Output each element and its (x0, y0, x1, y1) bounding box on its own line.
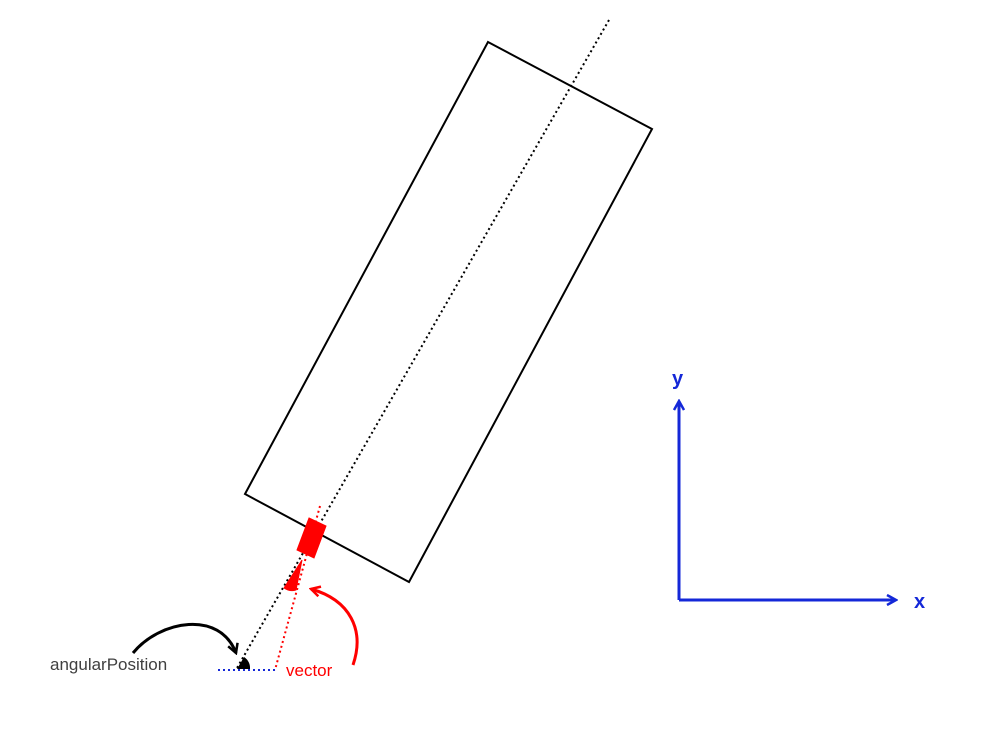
x-axis-label: x (914, 591, 925, 613)
black-angle-wedge (237, 657, 251, 669)
vector-dotted-line (274, 505, 321, 671)
red-angle-wedge (283, 559, 303, 592)
vector-arrow (311, 589, 359, 666)
y-axis-label: y (672, 368, 684, 390)
vector-label: vector (286, 661, 333, 680)
red-sensor-block (296, 517, 327, 559)
angular-position-label: angularPosition (50, 655, 167, 674)
rotated-body-rectangle (243, 40, 654, 584)
body-center-dotted-line (236, 19, 610, 669)
angular-position-arrow (131, 622, 236, 653)
